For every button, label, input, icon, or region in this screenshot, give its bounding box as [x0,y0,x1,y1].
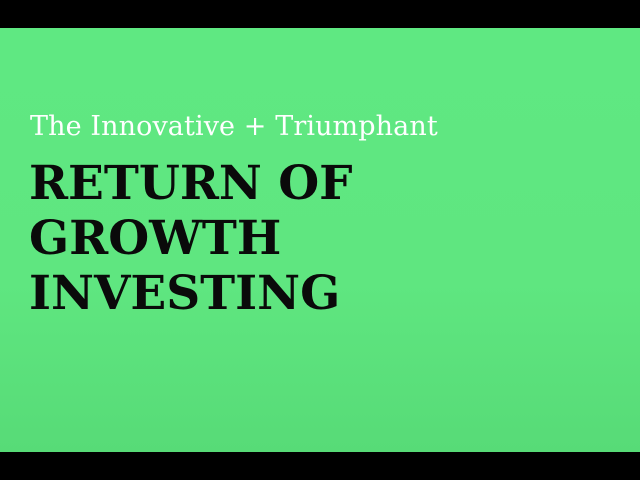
slide-subtitle: The Innovative + Triumphant [30,111,438,142]
slide-title-line-1: RETURN OF [29,156,353,211]
title-slide: The Innovative + Triumphant RETURN OF GR… [0,28,640,452]
slide-title-line-3: INVESTING [29,266,341,321]
slide-title-line-2: GROWTH [29,211,282,266]
slide-title: RETURN OF GROWTH INVESTING [29,156,353,321]
